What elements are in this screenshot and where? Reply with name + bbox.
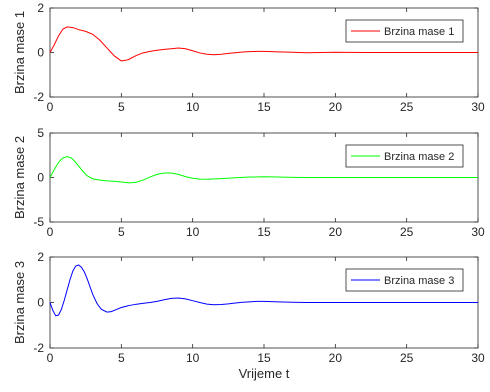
subplot-3-xtick-label: 5 bbox=[118, 351, 125, 365]
subplot-1-legend-box bbox=[345, 19, 464, 43]
subplot-2-ytick-label: 0 bbox=[37, 171, 44, 185]
subplot-3-xlabel: Vrijeme t bbox=[239, 366, 290, 381]
subplot-2-ytick-label: -5 bbox=[33, 215, 44, 229]
subplot-2-series-line bbox=[49, 156, 478, 184]
subplot-1-xtick-label: 0 bbox=[47, 100, 54, 114]
subplot-3-ylabel: Brzina mase 3 bbox=[12, 261, 27, 344]
subplot-3: Brzina mase 3 Vrijeme t 0 5 10 15 20 25 30-202… bbox=[12, 250, 485, 381]
subplot-1-xtick-label: 20 bbox=[329, 100, 343, 114]
subplot-3-ytick-label: 2 bbox=[37, 250, 44, 264]
subplot-1-xtick-label: 25 bbox=[400, 100, 414, 114]
subplot-1-ytick-label: 2 bbox=[37, 1, 44, 15]
subplot-1-legend-label: Brzina mase 1 bbox=[384, 26, 454, 38]
subplot-2-ylabel: Brzina mase 2 bbox=[12, 136, 27, 219]
subplot-2-legend-label: Brzina mase 2 bbox=[384, 151, 454, 163]
subplot-1-series-line bbox=[49, 26, 478, 62]
subplot-1-ylabel: Brzina mase 1 bbox=[12, 11, 27, 94]
subplot-3-xtick-label: 20 bbox=[329, 351, 343, 365]
subplot-3-xtick-label: 10 bbox=[186, 351, 200, 365]
subplot-3-xtick-label: 25 bbox=[400, 351, 414, 365]
subplot-1-xtick-label: 15 bbox=[257, 100, 271, 114]
subplot-3-legend-box bbox=[345, 268, 464, 292]
subplot-3-xtick-label: 15 bbox=[257, 351, 271, 365]
subplot-1-xtick-label: 5 bbox=[118, 100, 125, 114]
subplot-2-xtick-label: 0 bbox=[47, 225, 54, 239]
subplot-2-xtick-label: 15 bbox=[257, 225, 271, 239]
subplot-1-ytick-label: -2 bbox=[33, 90, 44, 104]
subplot-2-xtick-label: 5 bbox=[118, 225, 125, 239]
subplot-2-xtick-label: 10 bbox=[186, 225, 200, 239]
subplot-3-ytick-label: 0 bbox=[37, 296, 44, 310]
subplot-3-xtick-label: 0 bbox=[47, 351, 54, 365]
subplot-2-ytick-label: 5 bbox=[37, 126, 44, 140]
subplot-2-legend-box bbox=[345, 144, 464, 168]
subplot-1-xtick-label: 10 bbox=[186, 100, 200, 114]
subplot-3-ytick-label: -2 bbox=[33, 341, 44, 355]
subplot-2-xtick-label: 30 bbox=[471, 225, 485, 239]
subplot-2-xtick-label: 25 bbox=[400, 225, 414, 239]
subplot-1-xtick-label: 30 bbox=[471, 100, 485, 114]
subplot-3-legend-label: Brzina mase 3 bbox=[384, 275, 454, 287]
subplot-1-ytick-label: 0 bbox=[37, 46, 44, 60]
subplot-3-xtick-label: 30 bbox=[471, 351, 485, 365]
subplot-3-series-line bbox=[49, 264, 478, 317]
subplot-2-xtick-label: 20 bbox=[329, 225, 343, 239]
